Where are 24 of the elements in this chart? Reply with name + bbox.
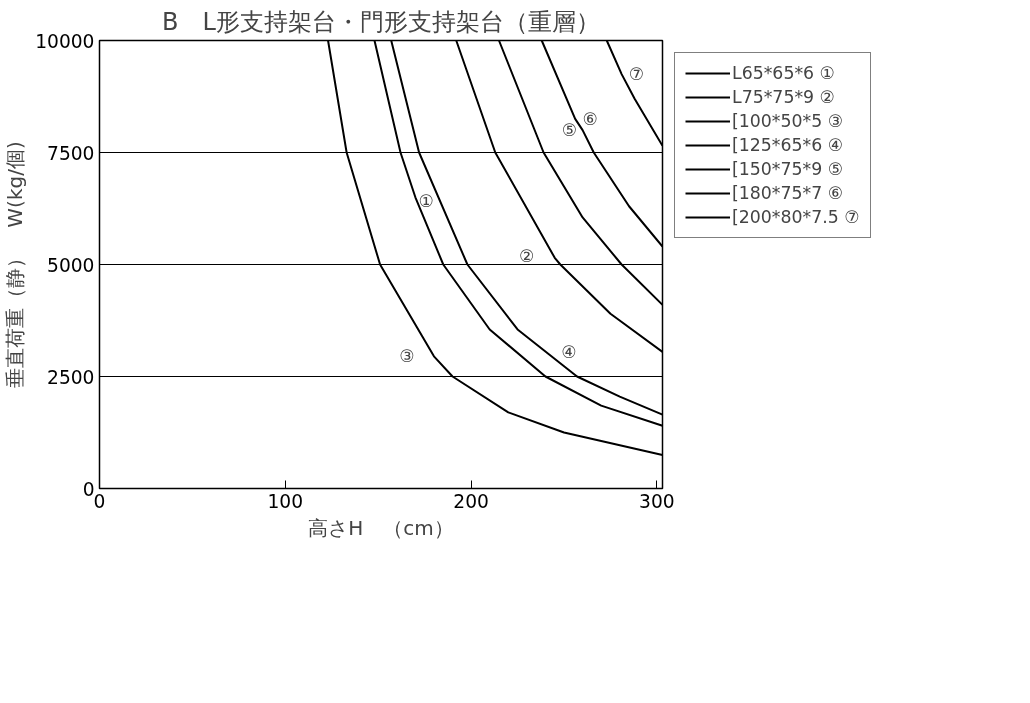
annotation: ⑦ (628, 64, 645, 85)
y-tick-label: 2500 (47, 366, 95, 388)
x-axis-title: 高さH （cm） (308, 515, 454, 540)
annotation: ⑥ (582, 108, 598, 129)
legend-label: [150*75*9 ⑤ (732, 159, 844, 179)
y-tick-label: 10000 (35, 30, 95, 52)
x-tick-label: 200 (453, 490, 489, 512)
y-tick-label: 7500 (47, 142, 95, 164)
annotation: ② (518, 245, 535, 266)
y-axis-title: 垂直荷重（静） W(kg/個) (3, 141, 28, 388)
annotation: ④ (561, 341, 577, 362)
y-tick-label: 5000 (47, 254, 95, 276)
annotation: ① (418, 191, 435, 212)
legend-label: [125*65*6 ④ (732, 135, 844, 155)
x-tick-label: 100 (267, 490, 304, 512)
annotation: ③ (399, 346, 415, 367)
chart-title: B L形支持架台・門形支持架台（重層） (162, 7, 600, 36)
legend-label: L65*65*6 ① (732, 63, 836, 83)
annotation: ⑤ (561, 120, 578, 141)
legend-label: [200*80*7.5 ⑦ (732, 207, 860, 227)
legend-label: L75*75*9 ② (732, 87, 836, 107)
legend-label: [100*50*5 ③ (732, 111, 844, 131)
legend-label: [180*75*7 ⑥ (732, 183, 844, 203)
x-tick-label: 300 (639, 490, 675, 512)
